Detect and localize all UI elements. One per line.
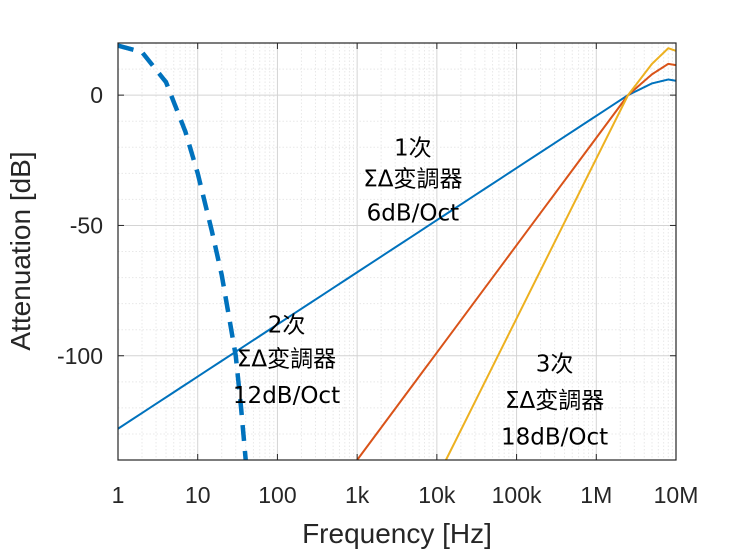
annotation-line: 6dB/Oct xyxy=(367,200,460,226)
x-tick-label: 100 xyxy=(258,482,296,508)
x-tick-label: 10 xyxy=(185,482,211,508)
y-tick-label: -100 xyxy=(57,343,103,369)
x-tick-label: 10k xyxy=(418,482,456,508)
y-axis-label: Attenuation [dB] xyxy=(5,151,36,350)
series-group xyxy=(118,43,676,460)
first-order-noise-curve xyxy=(118,78,676,430)
annotation-line: 18dB/Oct xyxy=(501,425,608,451)
annotation-line: 2次 xyxy=(268,312,306,338)
x-tick-label: 10M xyxy=(654,482,699,508)
annotation-line: 1次 xyxy=(394,135,432,161)
tick-marks xyxy=(117,43,677,460)
y-tick-labels: 0 -50 -100 xyxy=(57,82,103,369)
annotation-line: 3次 xyxy=(536,352,574,378)
y-tick-label: 0 xyxy=(90,82,103,108)
x-tick-label: 100k xyxy=(492,482,542,508)
x-tick-labels: 1 10 100 1k 10k 100k 1M 10M xyxy=(112,482,699,508)
x-axis-label: Frequency [Hz] xyxy=(302,518,492,549)
signal-curve xyxy=(118,43,248,460)
third-order-noise-curve xyxy=(445,47,676,460)
annotation-line: ΣΔ変調器 xyxy=(237,346,336,372)
annotation-line: 12dB/Oct xyxy=(233,383,340,409)
plot-background xyxy=(118,43,676,460)
x-tick-label: 1k xyxy=(345,482,370,508)
second-order-noise-curve xyxy=(356,62,676,460)
annotation-line: ΣΔ変調器 xyxy=(505,388,604,414)
plot-frame xyxy=(117,42,677,461)
y-tick-label: -50 xyxy=(70,212,103,238)
x-tick-label: 1 xyxy=(112,482,125,508)
annotations: 1次 ΣΔ変調器 6dB/Oct 2次 ΣΔ変調器 12dB/Oct 3次 ΣΔ変調器 18dB… xyxy=(233,135,608,450)
annotation-line: ΣΔ変調器 xyxy=(363,167,462,193)
x-tick-label: 1M xyxy=(580,482,612,508)
